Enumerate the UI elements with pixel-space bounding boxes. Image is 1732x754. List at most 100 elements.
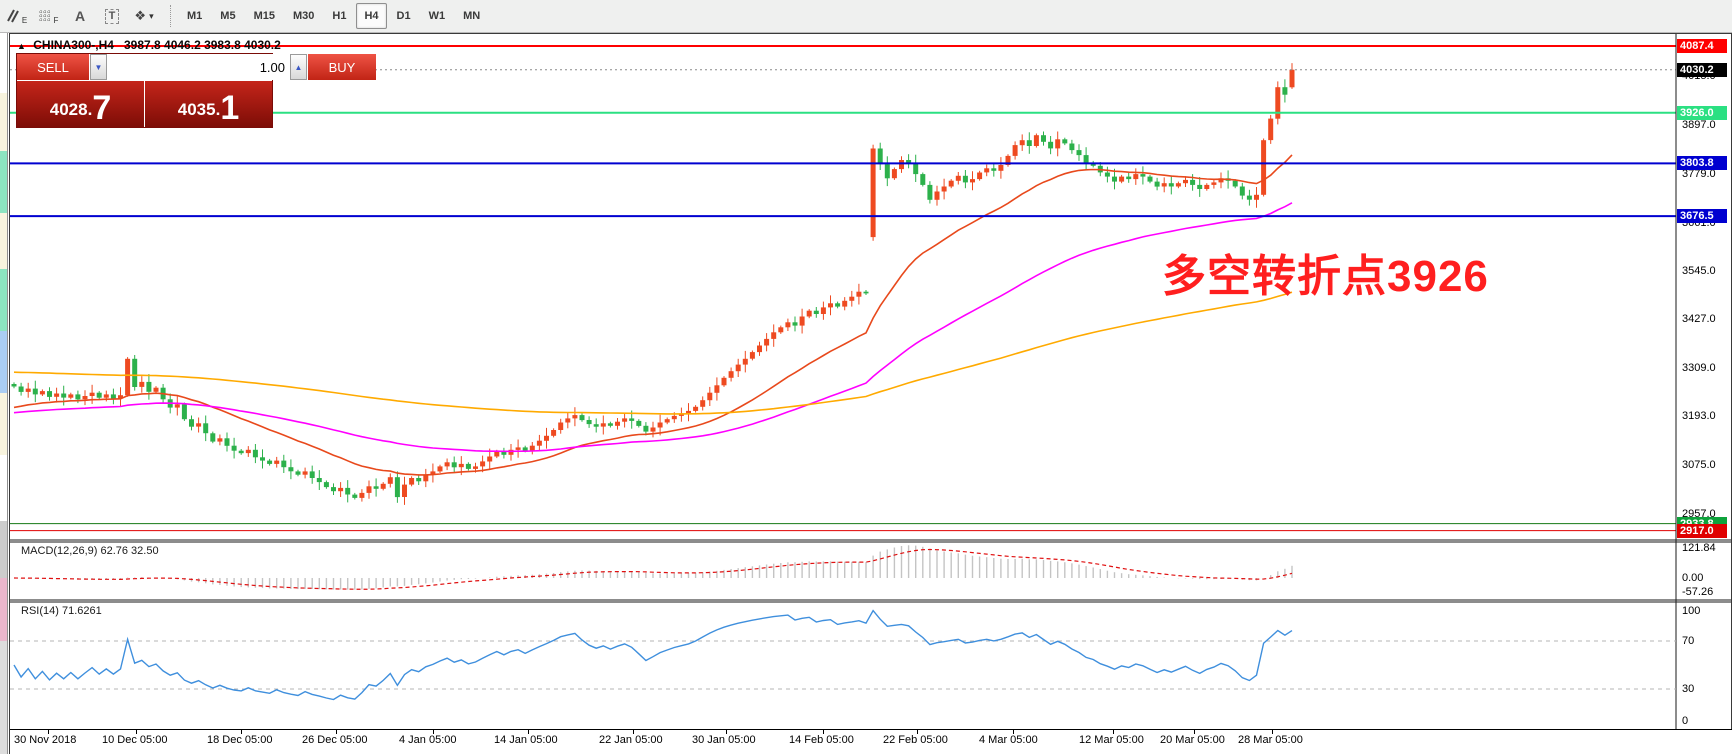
price-level-badge: 3676.5 (1677, 209, 1727, 223)
buy-price-main: 4035. (177, 100, 221, 119)
time-tick (917, 730, 918, 734)
market-watch-stripe (0, 151, 7, 213)
macd-axis-label: 0.00 (1682, 572, 1704, 584)
buy-price[interactable]: 4035. 1 (145, 81, 272, 127)
dropdown-caret-icon[interactable]: ▾ (149, 10, 154, 21)
time-tick (1272, 730, 1273, 734)
time-tick (823, 730, 824, 734)
time-tick (1113, 730, 1114, 734)
timeframe-button-m1[interactable]: M1 (187, 10, 203, 22)
time-tick-label: 18 Dec 05:00 (207, 734, 273, 746)
chart-title: ▲ CHINA300-,H4 3987.8 4046.2 3983.8 4030… (17, 38, 281, 52)
market-watch-stripe (0, 455, 7, 521)
rsi-axis-label: 100 (1682, 605, 1701, 617)
grid-f-glyph (38, 10, 51, 22)
time-tick-label: 28 Mar 05:00 (1238, 734, 1303, 746)
market-watch-stripe (0, 331, 7, 393)
time-tick-label: 20 Mar 05:00 (1160, 734, 1225, 746)
market-watch-stripe (0, 521, 7, 578)
time-axis[interactable]: 30 Nov 2018 10 Dec 05:00 18 Dec 05:00 26 De… (10, 729, 1732, 754)
price-level-badge: 4087.4 (1677, 39, 1727, 53)
time-tick-label: 12 Mar 05:00 (1079, 734, 1144, 746)
price-tick-label: 3545.0 (1682, 265, 1716, 277)
time-tick (528, 730, 529, 734)
price-axis[interactable]: 4015.03897.03779.03661.03545.03427.03309… (1677, 34, 1732, 753)
market-watch-stripe (0, 269, 7, 331)
time-tick-label: 26 Dec 05:00 (302, 734, 368, 746)
one-click-trade-panel: SELL ▼ ▲ BUY 4028.7 4035.1 (16, 53, 376, 128)
timeframe-button-mn[interactable]: MN (463, 10, 481, 22)
time-tick-label: 4 Jan 05:00 (399, 734, 457, 746)
timeframe-button-m15[interactable]: M15 (253, 10, 275, 22)
price-tick-label: 3427.0 (1682, 313, 1716, 325)
market-watch-stripe (0, 578, 7, 641)
timeframe-button-d1[interactable]: D1 (396, 10, 411, 22)
price-tick-label: 3897.0 (1682, 119, 1716, 131)
icon-sub-f: F (53, 15, 59, 25)
text-box-icon[interactable]: T (98, 3, 126, 29)
candles-e-glyph (6, 9, 19, 23)
timeframe-button-m30[interactable]: M30 (292, 10, 315, 22)
price-tick-label: 3193.0 (1682, 410, 1716, 422)
volume-increase-button[interactable]: ▲ (290, 54, 307, 80)
text-box-glyph: T (104, 8, 120, 24)
toolbar-separator (170, 5, 172, 27)
market-watch-edge (0, 33, 8, 754)
time-tick (726, 730, 727, 734)
candles-e-icon[interactable]: E (2, 3, 30, 29)
toolbar: E F A T ❖ ▾ M1 M5 M15 M30 H1 H4 D1 W1 MN (0, 0, 1732, 33)
chart-annotation-text: 多空转折点3926 (1162, 252, 1489, 301)
price-level-badge: 3803.8 (1677, 156, 1727, 170)
macd-label: MACD(12,26,9) 62.76 32.50 (21, 545, 159, 557)
sell-button[interactable]: SELL (17, 54, 90, 80)
time-tick-label: 4 Mar 05:00 (979, 734, 1038, 746)
icon-sub-e: E (21, 15, 28, 25)
price-tick-label: 3309.0 (1682, 362, 1716, 374)
timeframe-button-h1[interactable]: H1 (332, 10, 347, 22)
grid-f-icon[interactable]: F (34, 3, 62, 29)
price-level-badge: 2917.0 (1677, 524, 1727, 538)
market-watch-stripe (0, 641, 7, 754)
timeframe-button-w1[interactable]: W1 (428, 10, 446, 22)
sell-price-big-digit: 7 (92, 89, 112, 127)
timeframe-button-m5[interactable]: M5 (220, 10, 236, 22)
volume-input[interactable] (107, 54, 290, 80)
time-tick-label: 22 Feb 05:00 (883, 734, 948, 746)
cursor-tools-icon[interactable]: ❖ ▾ (130, 3, 158, 29)
time-tick (633, 730, 634, 734)
buy-button[interactable]: BUY (307, 54, 376, 80)
chart-canvas[interactable] (10, 34, 1731, 753)
rsi-label: RSI(14) 71.6261 (21, 605, 102, 617)
market-watch-stripe (0, 213, 7, 269)
rsi-axis-label: 30 (1682, 683, 1695, 695)
time-tick (336, 730, 337, 734)
price-level-badge: 3926.0 (1677, 106, 1727, 120)
rsi-axis-label: 0 (1682, 715, 1689, 727)
time-tick-label: 22 Jan 05:00 (599, 734, 663, 746)
market-watch-stripe (0, 393, 7, 455)
cursor-tools-glyph: ❖ (134, 8, 147, 23)
sell-price-main: 4028. (49, 100, 93, 119)
time-tick (241, 730, 242, 734)
timeframe-group: M1 M5 M15 M30 H1 H4 D1 W1 MN (178, 3, 489, 29)
title-marker-icon: ▲ (17, 41, 26, 51)
text-label-icon[interactable]: A (74, 8, 86, 24)
time-tick-label: 30 Jan 05:00 (692, 734, 756, 746)
time-tick (1013, 730, 1014, 734)
time-tick-label: 14 Jan 05:00 (494, 734, 558, 746)
price-level-badge: 4030.2 (1677, 63, 1727, 77)
buy-price-big-digit: 1 (220, 89, 240, 127)
chart-window: ▲ CHINA300-,H4 3987.8 4046.2 3983.8 4030… (9, 33, 1732, 754)
time-tick (48, 730, 49, 734)
time-tick-label: 10 Dec 05:00 (102, 734, 168, 746)
time-tick (136, 730, 137, 734)
market-watch-stripe (0, 33, 7, 93)
volume-decrease-button[interactable]: ▼ (90, 54, 107, 80)
symbol-title: CHINA300-,H4 (33, 38, 114, 52)
time-tick (1194, 730, 1195, 734)
sell-price[interactable]: 4028. 7 (17, 81, 145, 127)
timeframe-button-h4[interactable]: H4 (356, 3, 387, 29)
ohlc-values: 3987.8 4046.2 3983.8 4030.2 (124, 38, 281, 52)
rsi-axis-label: 70 (1682, 635, 1695, 647)
time-tick-label: 14 Feb 05:00 (789, 734, 854, 746)
